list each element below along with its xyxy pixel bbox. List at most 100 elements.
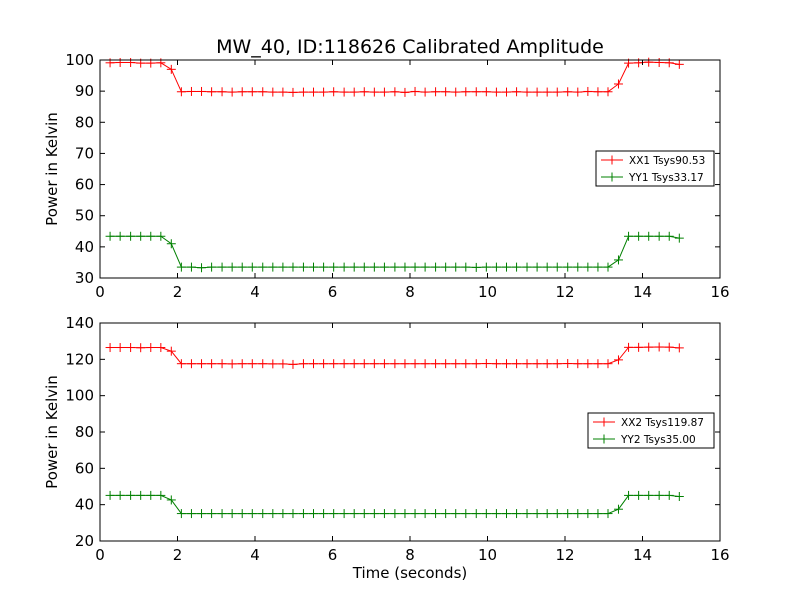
data-point [563,87,573,97]
data-point [115,490,125,500]
data-point [400,87,410,97]
data-point [339,262,349,272]
data-point [501,262,511,272]
data-point [431,87,441,97]
y-axis-label: Power in Kelvin [43,112,61,226]
data-point [156,490,166,500]
data-point [644,490,654,500]
data-point [176,262,186,272]
series-markers-2 [105,490,684,519]
data-point [471,262,481,272]
legend-label: YY1 Tsys33.17 [628,172,704,184]
y-tick-label: 60 [75,459,94,477]
data-point [227,262,237,272]
x-tick-label: 2 [173,283,183,301]
data-point [298,87,308,97]
data-point [481,262,491,272]
data-point [136,490,146,500]
data-point [481,509,491,519]
data-point [186,262,196,272]
data-point [237,509,247,519]
data-point [309,509,319,519]
data-point [573,262,583,272]
y-axis-label: Power in Kelvin [43,375,61,489]
data-point [532,262,542,272]
data-point [603,359,613,369]
data-point [329,359,339,369]
data-point [359,509,369,519]
data-point [186,86,196,96]
data-point [126,343,136,353]
top-panel: 0 2 4 6 8 10 12 14 16 30 40 50 60 70 80 90 100 Power in K… [43,51,730,301]
legend-box [595,150,715,187]
data-point [197,86,207,96]
data-point [288,509,298,519]
data-point [288,87,298,97]
data-point [166,239,176,249]
data-point [583,86,593,96]
data-point [339,359,349,369]
data-point [309,262,319,272]
data-point [542,87,552,97]
data-point [501,509,511,519]
data-point [390,87,400,97]
data-point [197,509,207,519]
data-point [268,87,278,97]
data-point [451,87,461,97]
data-point [339,509,349,519]
data-point [644,342,654,352]
data-point [522,87,532,97]
x-tick-label: 14 [633,546,652,564]
data-point [278,509,288,519]
data-point [146,343,156,353]
data-point [309,359,319,369]
data-point [237,262,247,272]
data-point [207,262,217,272]
data-point [176,87,186,97]
data-point [461,509,471,519]
data-point [542,359,552,369]
data-point [258,359,268,369]
data-point [501,87,511,97]
data-point [166,64,176,74]
data-point [217,509,227,519]
data-point [644,57,654,67]
legend-entry: XX2 Tsys119.87 [593,417,704,429]
y-tick-label: 100 [65,387,94,405]
legend: XX1 Tsys90.53 YY1 Tsys33.17 [595,150,715,187]
data-point [126,231,136,241]
data-point [319,359,329,369]
legend-entry: YY1 Tsys33.17 [601,172,704,184]
data-point [237,87,247,97]
legend-marker [607,155,617,165]
data-point [674,59,684,69]
data-point [613,355,623,365]
data-point [400,509,410,519]
data-point [542,262,552,272]
data-point [339,87,349,97]
x-tick-label: 6 [328,283,338,301]
y-tick-label: 70 [75,144,94,162]
data-point [390,359,400,369]
data-point [319,509,329,519]
data-point [288,359,298,369]
data-point [258,262,268,272]
data-point [207,87,217,97]
data-point [654,490,664,500]
data-point [176,359,186,369]
x-tick-label: 2 [173,546,183,564]
data-point [379,87,389,97]
data-point [512,87,522,97]
data-point [674,343,684,353]
data-point [390,262,400,272]
x-axis-label: Time (seconds) [352,564,468,582]
x-tick-label: 8 [405,283,415,301]
data-point [298,359,308,369]
data-point [126,57,136,67]
data-point [451,509,461,519]
data-point [563,509,573,519]
data-point [491,262,501,272]
data-point [410,359,420,369]
y-tick-label: 140 [65,314,94,332]
